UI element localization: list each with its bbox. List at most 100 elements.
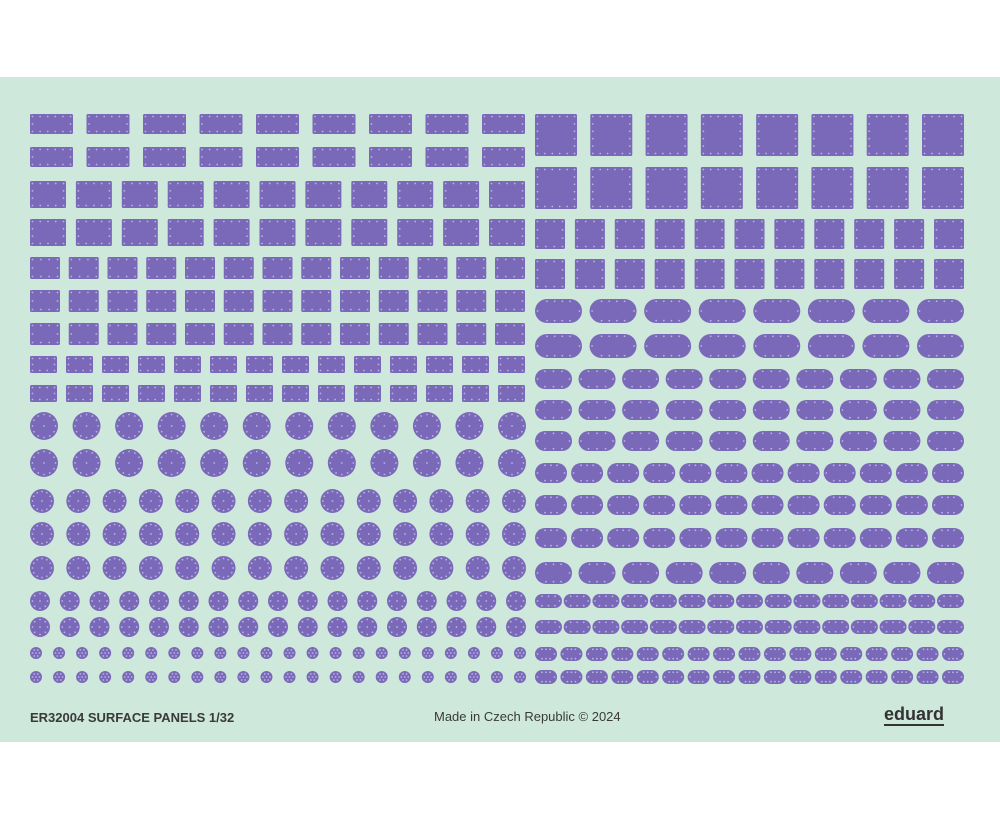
- oval-panel: [665, 369, 703, 389]
- oval-panel: [895, 463, 928, 483]
- oval-panel: [535, 594, 562, 608]
- rect-panel: [654, 259, 685, 289]
- oval-panel: [535, 620, 562, 634]
- rect-panel: [456, 257, 487, 279]
- oval-panel: [665, 400, 703, 420]
- rect-panel: [482, 147, 525, 167]
- rect-panel: [30, 356, 57, 373]
- oval-panel: [535, 334, 582, 358]
- rect-panel: [482, 114, 525, 134]
- rect-panel: [30, 114, 73, 134]
- oval-panel: [764, 620, 792, 634]
- rect-panel: [30, 290, 60, 312]
- rect-panel: [107, 290, 138, 312]
- oval-panel: [764, 594, 792, 608]
- rect-panel: [894, 219, 925, 249]
- oval-panel: [927, 431, 964, 451]
- oval-panel: [662, 670, 685, 684]
- rect-panel: [694, 259, 725, 289]
- oval-panel: [823, 463, 856, 483]
- oval-panel: [687, 647, 710, 661]
- rect-panel: [185, 323, 215, 345]
- oval-panel: [622, 369, 660, 389]
- oval-panel: [917, 334, 964, 358]
- rect-panel: [417, 323, 448, 345]
- rect-panel: [574, 259, 605, 289]
- oval-panel: [571, 528, 604, 548]
- oval-panel: [932, 495, 964, 515]
- rect-panel: [590, 167, 633, 209]
- rect-panel: [30, 323, 60, 345]
- rect-panel: [854, 219, 885, 249]
- rect-panel: [426, 356, 453, 373]
- oval-panel: [859, 528, 892, 548]
- oval-panel: [698, 299, 746, 323]
- rect-panel: [210, 356, 237, 373]
- oval-panel: [571, 495, 604, 515]
- rect-panel: [340, 257, 370, 279]
- oval-panel: [560, 670, 583, 684]
- rect-panel: [734, 259, 765, 289]
- rect-panel: [102, 356, 129, 373]
- oval-panel: [571, 463, 604, 483]
- rect-panel: [811, 114, 854, 156]
- oval-panel: [622, 400, 660, 420]
- eduard-logo: eduard: [884, 704, 945, 726]
- rect-panel: [535, 167, 577, 209]
- decal-sheet: ER32004 SURFACE PANELS 1/32 Made in Czec…: [0, 77, 1000, 742]
- oval-panel: [535, 670, 557, 684]
- rect-panel: [417, 257, 448, 279]
- oval-panel: [763, 647, 786, 661]
- rect-panel: [378, 257, 409, 279]
- rect-panel: [68, 257, 99, 279]
- oval-panel: [607, 528, 640, 548]
- rect-panel: [498, 385, 525, 402]
- oval-panel: [850, 620, 878, 634]
- oval-panel: [823, 528, 856, 548]
- product-code-label: ER32004 SURFACE PANELS 1/32: [30, 710, 235, 725]
- oval-panel: [643, 495, 676, 515]
- oval-panel: [752, 369, 790, 389]
- oval-panel: [752, 562, 790, 584]
- oval-panel: [535, 495, 567, 515]
- rect-panel: [535, 114, 577, 156]
- oval-panel: [927, 400, 964, 420]
- oval-panel: [787, 528, 820, 548]
- rect-panel: [934, 259, 964, 289]
- oval-panel: [751, 463, 784, 483]
- rect-panel: [259, 181, 296, 208]
- rect-panel: [262, 323, 293, 345]
- oval-panel: [879, 620, 907, 634]
- oval-panel: [879, 594, 907, 608]
- rect-panel: [68, 290, 99, 312]
- oval-panel: [895, 495, 928, 515]
- oval-panel: [787, 495, 820, 515]
- rect-panel: [811, 167, 854, 209]
- rect-panel: [390, 385, 417, 402]
- made-in-label: Made in Czech Republic © 2024: [434, 709, 621, 724]
- oval-panel: [883, 562, 921, 584]
- rect-panel: [66, 356, 93, 373]
- oval-panel: [796, 562, 834, 584]
- oval-panel: [698, 334, 746, 358]
- rect-panel: [262, 257, 293, 279]
- oval-panel: [883, 400, 921, 420]
- rect-panel: [489, 181, 525, 208]
- oval-panel: [611, 647, 634, 661]
- rect-panel: [30, 181, 66, 208]
- rect-panel: [256, 147, 299, 167]
- oval-panel: [796, 369, 834, 389]
- rect-panel: [340, 290, 370, 312]
- oval-panel: [678, 594, 706, 608]
- rect-panel: [535, 219, 565, 249]
- rect-panel: [922, 114, 964, 156]
- rect-panel: [213, 181, 250, 208]
- rect-panel: [121, 181, 158, 208]
- oval-panel: [589, 334, 637, 358]
- oval-panel: [839, 400, 877, 420]
- oval-panel: [644, 299, 692, 323]
- oval-panel: [753, 334, 801, 358]
- rect-panel: [75, 219, 112, 246]
- oval-panel: [937, 620, 964, 634]
- rect-panel: [397, 181, 434, 208]
